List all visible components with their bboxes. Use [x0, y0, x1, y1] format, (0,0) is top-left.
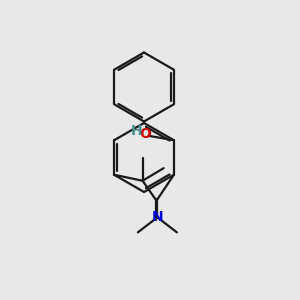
Text: H: H — [130, 124, 142, 138]
Text: O: O — [140, 127, 152, 141]
Text: N: N — [152, 210, 163, 224]
